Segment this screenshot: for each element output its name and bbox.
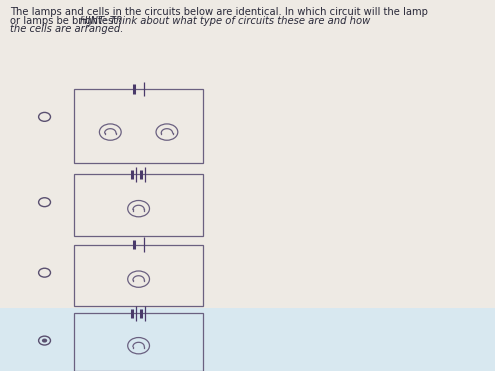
Text: the cells are arranged.: the cells are arranged. — [10, 24, 123, 34]
Text: or lamps be brightest?: or lamps be brightest? — [10, 16, 125, 26]
Bar — [74, 174, 203, 236]
Bar — [74, 89, 203, 163]
Bar — [0, 308, 495, 371]
Bar — [74, 245, 203, 306]
Text: HINT: Think about what type of circuits these are and how: HINT: Think about what type of circuits … — [80, 16, 370, 26]
Circle shape — [42, 339, 47, 342]
Bar — [74, 313, 203, 371]
Text: The lamps and cells in the circuits below are identical. In which circuit will t: The lamps and cells in the circuits belo… — [10, 7, 428, 17]
